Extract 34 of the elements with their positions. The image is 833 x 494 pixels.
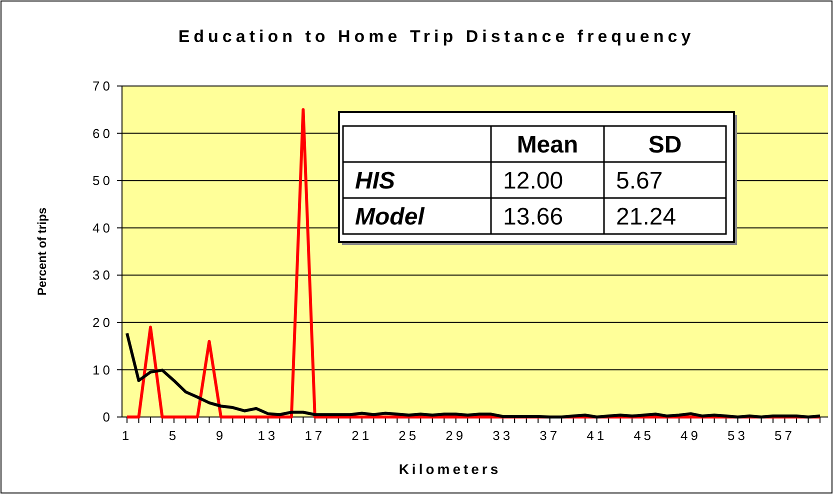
annotation: SD xyxy=(648,132,682,159)
annotation: Mean xyxy=(516,132,578,159)
x-tick-label: 5 xyxy=(168,428,180,443)
y-tick-label: 70 xyxy=(92,78,113,94)
x-tick-label: 25 xyxy=(398,428,420,443)
y-tick-label: 60 xyxy=(92,126,113,141)
x-tick-label: 57 xyxy=(774,428,795,443)
x-tick-label: 33 xyxy=(492,428,514,443)
y-tick-label: 20 xyxy=(92,314,113,330)
x-tick-label: 41 xyxy=(586,428,608,443)
x-tick-label: 13 xyxy=(258,428,278,443)
x-tick-label: 45 xyxy=(634,428,654,443)
x-tick-label: 21 xyxy=(352,428,372,443)
annotation: 13.66 xyxy=(503,204,564,231)
x-axis-title: Kilometers xyxy=(398,461,502,477)
y-tick-label: 0 xyxy=(102,410,113,425)
x-tick-label: 49 xyxy=(680,428,702,443)
y-tick-label: 30 xyxy=(92,268,113,283)
x-tick-label: 37 xyxy=(540,428,560,443)
y-tick-label: 50 xyxy=(92,173,113,188)
x-tick-label: 9 xyxy=(216,428,226,443)
y-tick-label: 40 xyxy=(92,220,113,236)
y-tick-label: 10 xyxy=(92,362,113,378)
x-tick-label: 17 xyxy=(304,428,326,443)
y-axis-title: Percent of trips xyxy=(35,207,49,296)
x-tick-label: 53 xyxy=(728,428,748,443)
annotation: Model xyxy=(355,204,426,231)
chart-title: Education to Home Trip Distance frequency xyxy=(178,27,695,46)
annotation: 5.67 xyxy=(616,168,663,195)
x-tick-label: 1 xyxy=(122,428,132,443)
annotation: 21.24 xyxy=(616,204,676,231)
annotation: HIS xyxy=(355,168,396,195)
annotation: 12.00 xyxy=(503,168,564,195)
x-tick-label: 29 xyxy=(446,428,466,443)
